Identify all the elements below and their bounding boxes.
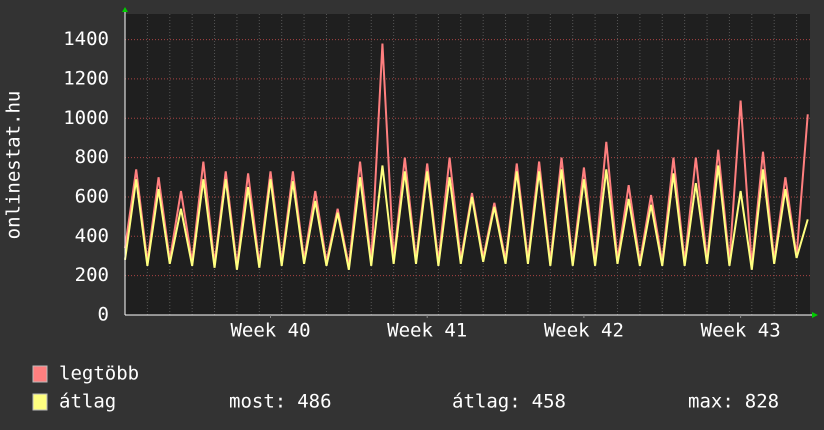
y-tick-label: 1000	[63, 107, 109, 129]
stat-label: átlag:	[452, 391, 521, 413]
marks	[124, 43, 809, 270]
x-tick-label: Week 40	[230, 320, 310, 342]
y-tick-label: 1200	[63, 67, 109, 89]
y-tick-label: 600	[75, 185, 109, 207]
y-tick-label: 0	[98, 304, 109, 326]
y-tick-label: 800	[75, 146, 109, 168]
y-tick-label: 200	[75, 264, 109, 286]
x-tick-label: Week 43	[701, 320, 781, 342]
stat-label: max:	[688, 391, 734, 413]
legend-swatch	[32, 365, 48, 383]
axis-arrow	[812, 312, 818, 318]
y-axis-label: onlinestat.hu	[3, 91, 25, 240]
legend-label: átlag	[59, 391, 116, 413]
legend-swatch	[32, 393, 48, 411]
grid	[125, 14, 810, 316]
legend-label: legtöbb	[59, 363, 139, 385]
x-tick-label: Week 42	[544, 320, 624, 342]
stat-value: 458	[532, 391, 566, 413]
y-tick-label: 400	[75, 225, 109, 247]
axis-arrow	[122, 7, 128, 12]
legend: legtöbb átlag most: 486 átlag: 458 max: 828	[32, 363, 779, 413]
stat-value: 828	[745, 391, 779, 413]
x-tick-label: Week 41	[387, 320, 467, 342]
y-tick-label: 1400	[63, 28, 109, 50]
stat-label: most:	[229, 391, 286, 413]
series-line	[124, 165, 809, 270]
stat-value: 486	[297, 391, 331, 413]
